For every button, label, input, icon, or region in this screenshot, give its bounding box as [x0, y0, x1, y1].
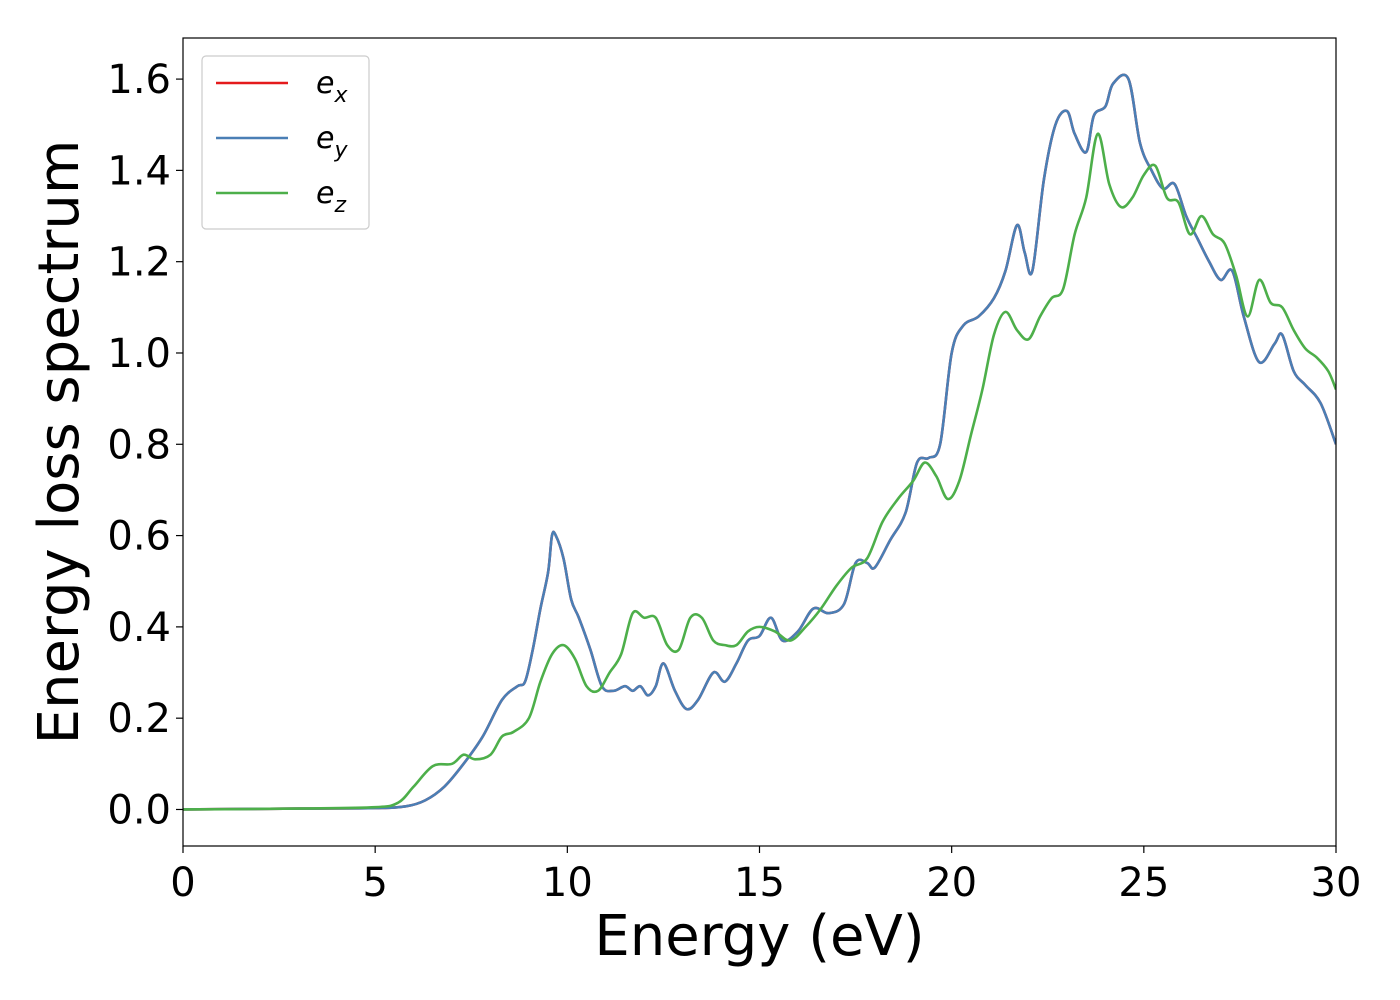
- y-tick-label: 0.6: [107, 514, 171, 560]
- x-tick-label: 20: [926, 860, 977, 906]
- x-tick-label: 5: [362, 860, 387, 906]
- y-tick-label: 0.2: [107, 696, 171, 742]
- legend: exeyez: [202, 56, 369, 229]
- y-tick-label: 1.2: [107, 240, 171, 286]
- x-tick-label: 15: [734, 860, 785, 906]
- x-tick-label: 10: [542, 860, 593, 906]
- x-axis-label: Energy (eV): [594, 904, 924, 969]
- x-tick-label: 30: [1311, 860, 1362, 906]
- y-tick-label: 1.4: [107, 148, 171, 194]
- y-tick-label: 0.4: [107, 605, 171, 651]
- y-tick-label: 1.0: [107, 331, 171, 377]
- y-tick-label: 0.0: [107, 787, 171, 833]
- x-tick-label: 0: [170, 860, 195, 906]
- y-axis-ticks: 0.0 0.2 0.4 0.6 0.8 1.0 1.2 1.4 1.6: [107, 57, 183, 833]
- x-axis-ticks: 0 5 10 15 20 25 30: [170, 846, 1361, 906]
- series-line-ez: [183, 134, 1336, 810]
- y-tick-label: 0.8: [107, 422, 171, 468]
- y-axis-label: Energy loss spectrum: [27, 140, 92, 745]
- x-tick-label: 25: [1118, 860, 1169, 906]
- y-tick-label: 1.6: [107, 57, 171, 103]
